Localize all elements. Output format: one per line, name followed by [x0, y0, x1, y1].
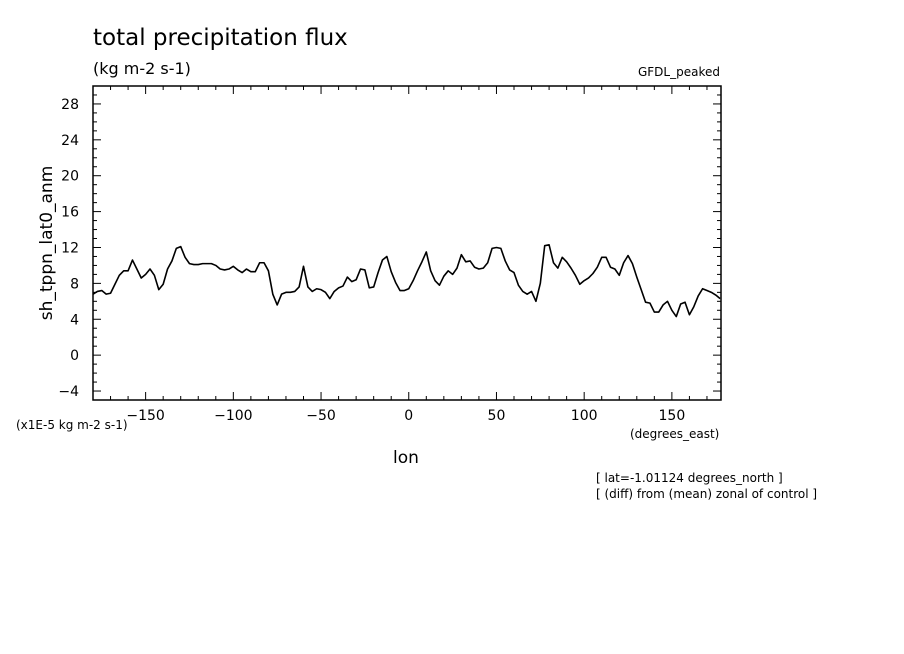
axis-ticks: [93, 85, 721, 401]
y-tick-label: 0: [70, 348, 79, 364]
x-tick-label: −150: [126, 408, 164, 424]
x-tick-label: 50: [488, 408, 506, 424]
x-tick-labels: −150 −100 −50 0 50 100 150: [126, 408, 685, 424]
x-tick-label: 0: [404, 408, 413, 424]
y-tick-labels: −4 0 4 8 12 16 20 24 28: [58, 97, 79, 400]
y-tick-label: 28: [61, 97, 79, 113]
note-difference: [ (diff) from (mean) zonal of control ]: [596, 487, 817, 501]
y-scale-note: (x1E-5 kg m-2 s-1): [16, 418, 128, 432]
x-tick-label: −100: [214, 408, 252, 424]
y-tick-label: 20: [61, 169, 79, 185]
series-line: [92, 243, 721, 318]
x-tick-label: 150: [659, 408, 686, 424]
y-tick-label: 12: [61, 240, 79, 256]
y-tick-label: −4: [58, 384, 79, 400]
x-tick-label: 100: [571, 408, 598, 424]
y-tick-label: 16: [61, 205, 79, 221]
x-tick-label: −50: [306, 408, 336, 424]
y-tick-label: 24: [61, 133, 79, 149]
model-label: GFDL_peaked: [638, 65, 720, 79]
chart-units: (kg m-2 s-1): [93, 59, 191, 78]
plot-frame: [92, 85, 722, 401]
y-axis-label: sh_tppn_lat0_anm: [37, 166, 57, 321]
x-axis-label: lon: [393, 448, 419, 468]
chart-title: total precipitation flux: [93, 25, 348, 51]
y-tick-label: 4: [70, 312, 79, 328]
y-tick-label: 8: [70, 276, 79, 292]
note-latitude: [ lat=-1.01124 degrees_north ]: [596, 471, 783, 485]
x-axis-units: (degrees_east): [630, 427, 719, 441]
